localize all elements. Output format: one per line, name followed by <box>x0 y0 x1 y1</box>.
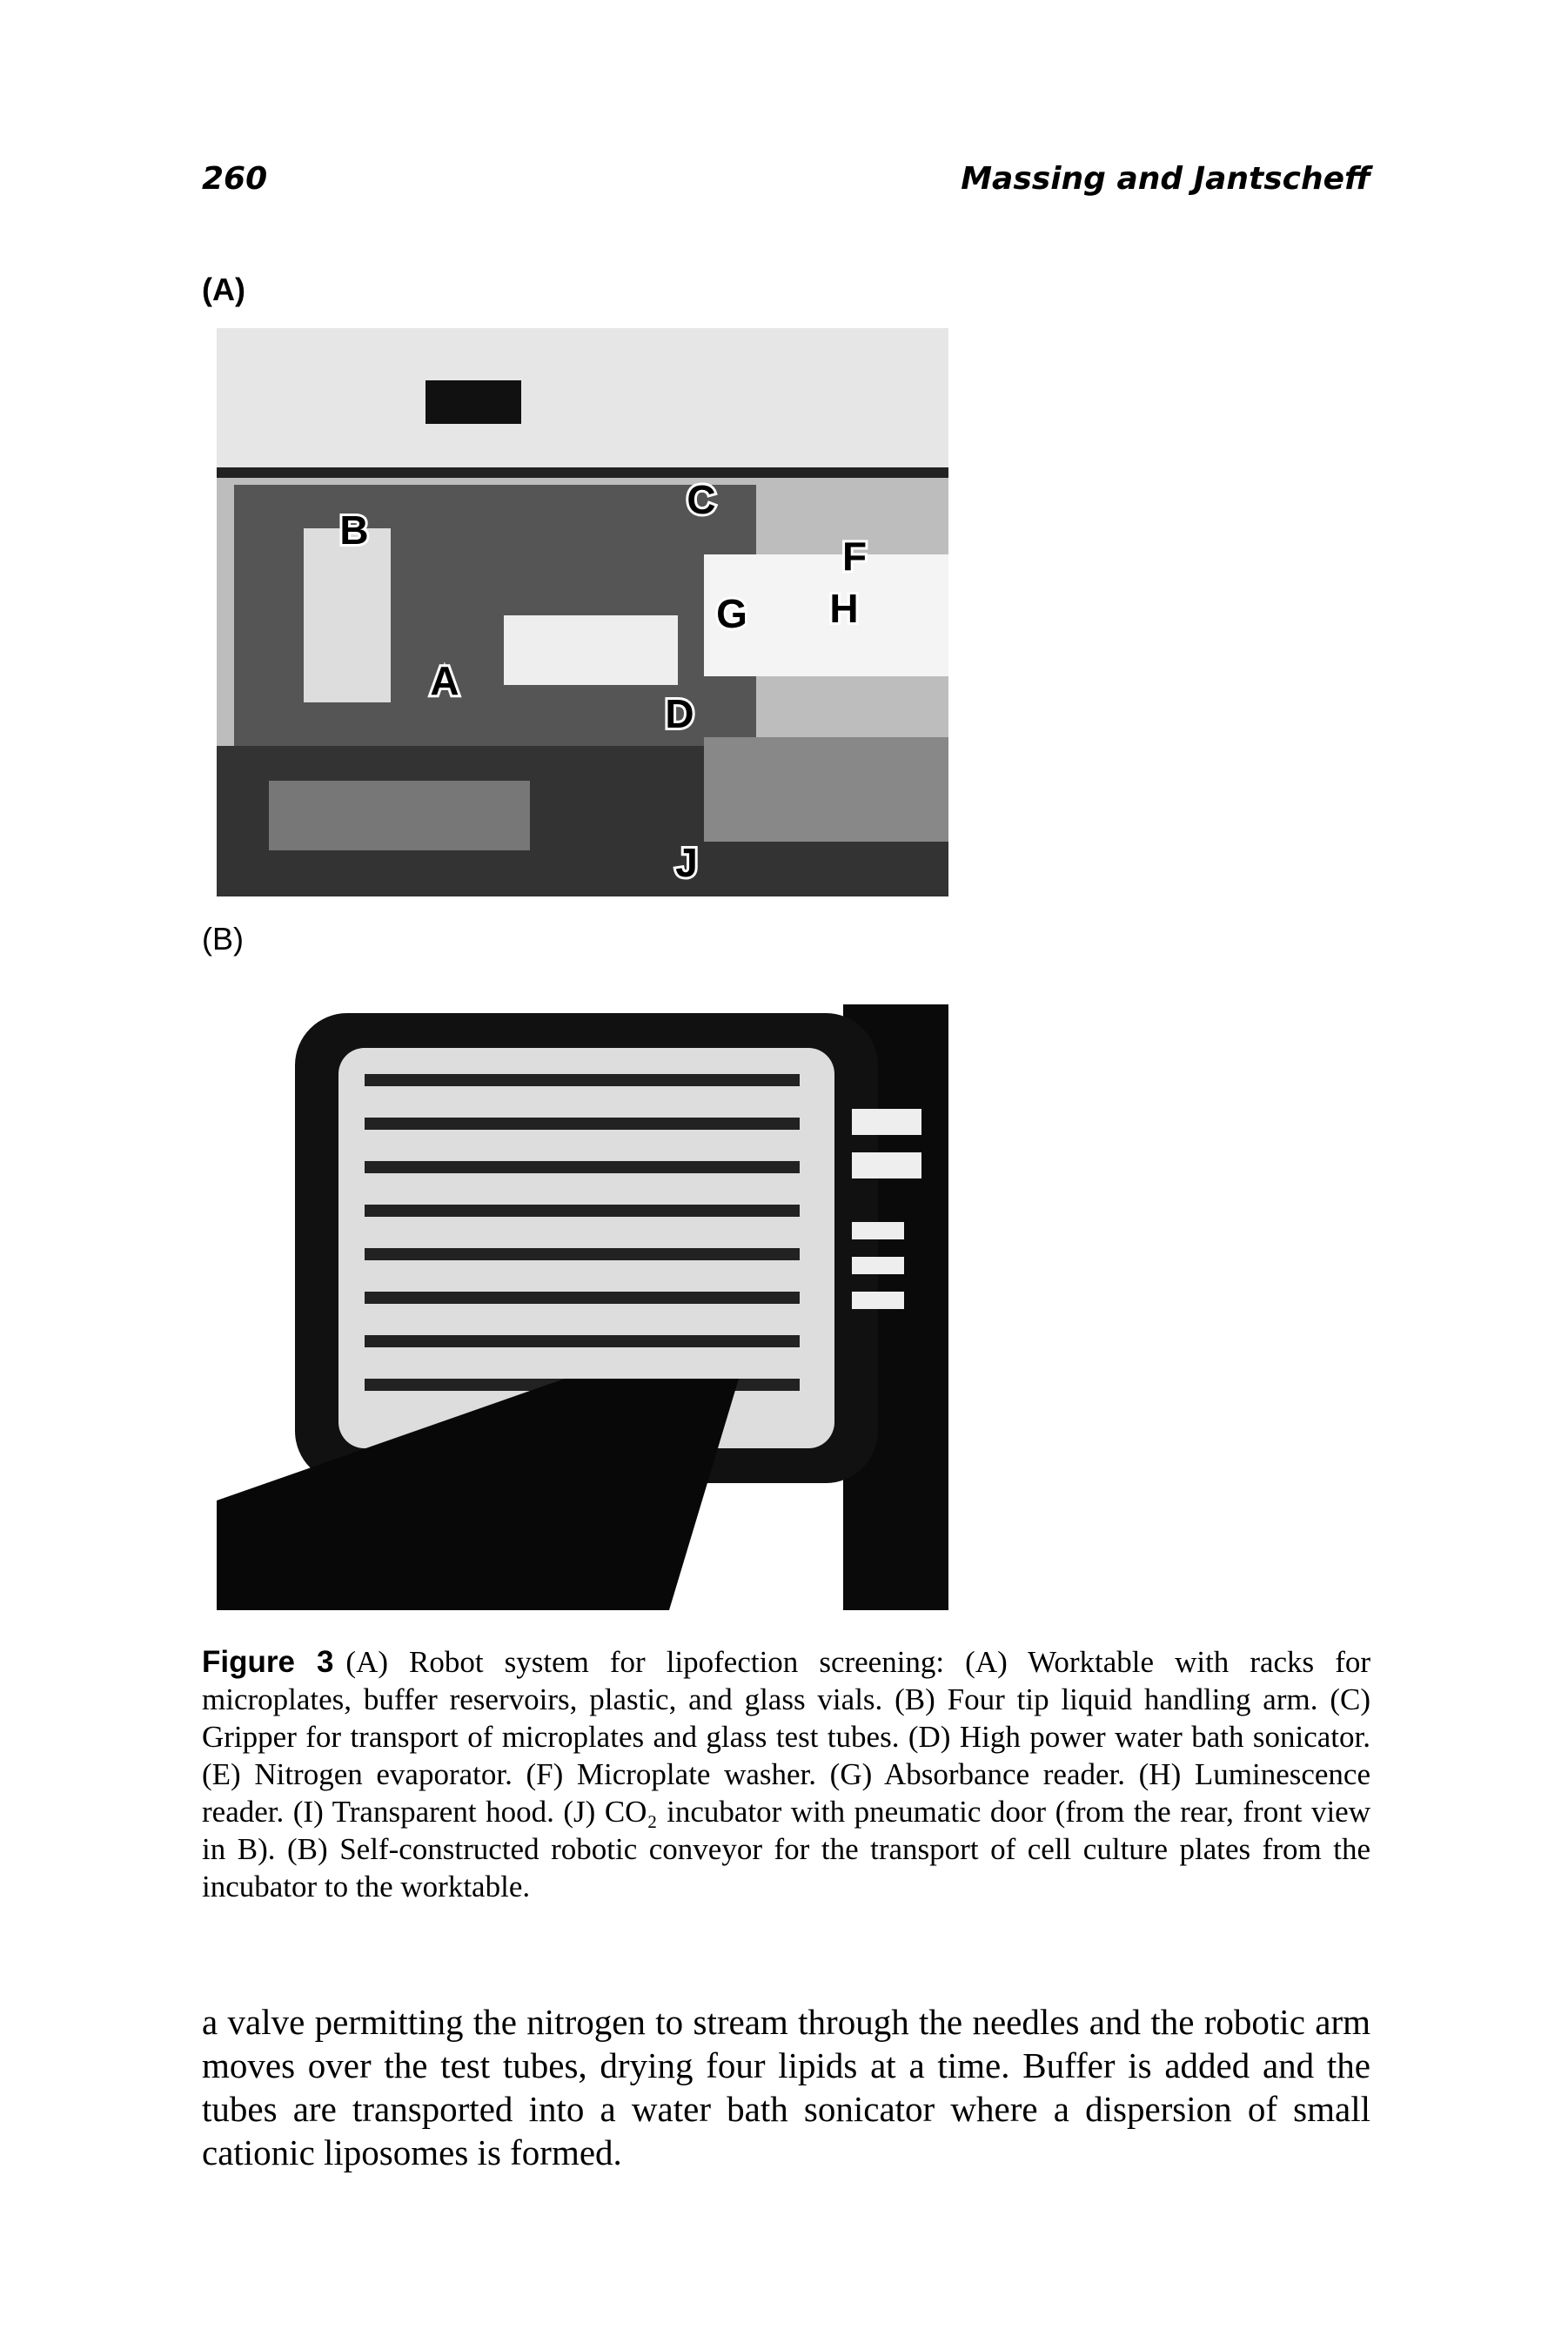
reader <box>704 554 948 676</box>
rack <box>304 528 391 702</box>
conveyor <box>217 1379 739 1610</box>
incubator-part <box>704 737 948 842</box>
photo-b <box>217 978 948 1610</box>
body-paragraph: a valve permitting the nitrogen to strea… <box>202 2002 1370 2172</box>
panel-label: (B) <box>202 921 244 957</box>
device <box>426 380 521 424</box>
display <box>852 1109 921 1309</box>
photo-a: B C F G H A D J <box>217 328 948 896</box>
callout-label: C <box>687 477 715 522</box>
incubator-part <box>269 781 530 850</box>
rail <box>217 467 948 478</box>
caption-text: (A) Robot system for lipofection screeni… <box>202 1645 1370 1904</box>
callout-label: F <box>842 534 867 579</box>
callout-label: B <box>339 507 368 553</box>
plates <box>504 615 678 685</box>
callout-label: H <box>829 586 858 631</box>
running-title: Massing and Jantscheff <box>961 161 1370 197</box>
hood <box>217 328 948 467</box>
figure-caption: Figure 3 (A) Robot system for lipofection… <box>202 1643 1370 1905</box>
callout-label: D <box>665 691 694 736</box>
caption-label: Figure 3 <box>202 1645 334 1679</box>
callout-label: G <box>716 591 747 636</box>
page-number: 260 <box>202 161 268 197</box>
shelves <box>365 1074 800 1391</box>
callout-label: J <box>675 840 698 885</box>
panel-label: (A) <box>202 272 245 307</box>
callout-label: A <box>430 658 459 703</box>
